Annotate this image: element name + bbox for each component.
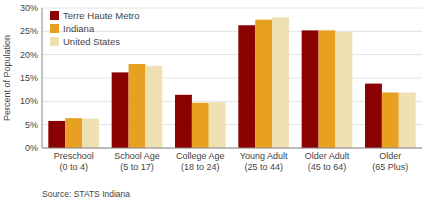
bar xyxy=(302,30,319,148)
x-tick-label: School Age(5 to 17) xyxy=(114,151,160,172)
grid-line xyxy=(42,31,422,32)
x-tick-label: Young Adult(25 to 44) xyxy=(240,151,288,172)
grid-line xyxy=(42,54,422,55)
chart-container: 0% 5% 10% 15% 20% 25% 30% Percent of Population… xyxy=(0,0,430,200)
bar xyxy=(65,118,82,148)
bars xyxy=(48,17,415,148)
bar xyxy=(399,92,416,148)
bar xyxy=(319,30,336,148)
legend: Terre Haute Metro Indiana United States xyxy=(50,10,140,47)
x-tick-label: Older Adult(45 to 64) xyxy=(305,151,350,172)
bar xyxy=(238,25,255,148)
bar xyxy=(192,103,209,148)
y-axis: 0% 5% 10% 15% 20% 25% 30% xyxy=(20,3,38,153)
y-tick-label: 5% xyxy=(25,120,38,130)
bar xyxy=(175,95,192,148)
x-tick-label: Preschool(0 to 4) xyxy=(54,151,94,172)
bar xyxy=(209,102,226,148)
legend-swatch xyxy=(50,37,59,46)
bar xyxy=(365,84,382,148)
y-axis-line xyxy=(42,8,43,148)
y-axis-label: Percent of Population xyxy=(2,35,12,121)
legend-swatch xyxy=(50,24,59,33)
bar xyxy=(272,17,289,148)
bar xyxy=(335,32,352,148)
bar xyxy=(145,66,162,148)
y-tick-label: 30% xyxy=(20,3,38,13)
legend-label: Indiana xyxy=(63,23,95,34)
y-tick-label: 15% xyxy=(20,73,38,83)
chart-svg: 0% 5% 10% 15% 20% 25% 30% Percent of Population… xyxy=(0,0,430,200)
y-tick-label: 25% xyxy=(20,26,38,36)
y-tick-label: 0% xyxy=(25,143,38,153)
x-tick-label: Older(65 Plus) xyxy=(372,151,408,172)
x-tick-label: College Age(18 to 24) xyxy=(176,151,225,172)
grid-line xyxy=(42,78,422,79)
y-tick-label: 10% xyxy=(20,96,38,106)
bar xyxy=(48,121,65,148)
bar xyxy=(255,20,272,148)
bar xyxy=(129,64,146,148)
x-axis-line xyxy=(42,148,422,149)
grid-line xyxy=(42,148,422,149)
grid-line xyxy=(42,8,422,9)
bar xyxy=(82,119,99,148)
source-note: Source: STATS Indiana xyxy=(42,189,130,199)
bar xyxy=(112,72,129,148)
y-tick-label: 20% xyxy=(20,50,38,60)
bar xyxy=(382,92,399,148)
legend-label: United States xyxy=(63,36,120,47)
legend-label: Terre Haute Metro xyxy=(63,10,140,21)
legend-swatch xyxy=(50,11,59,20)
grid xyxy=(42,8,422,148)
x-axis: Preschool(0 to 4) School Age(5 to 17) Coll… xyxy=(54,151,409,172)
